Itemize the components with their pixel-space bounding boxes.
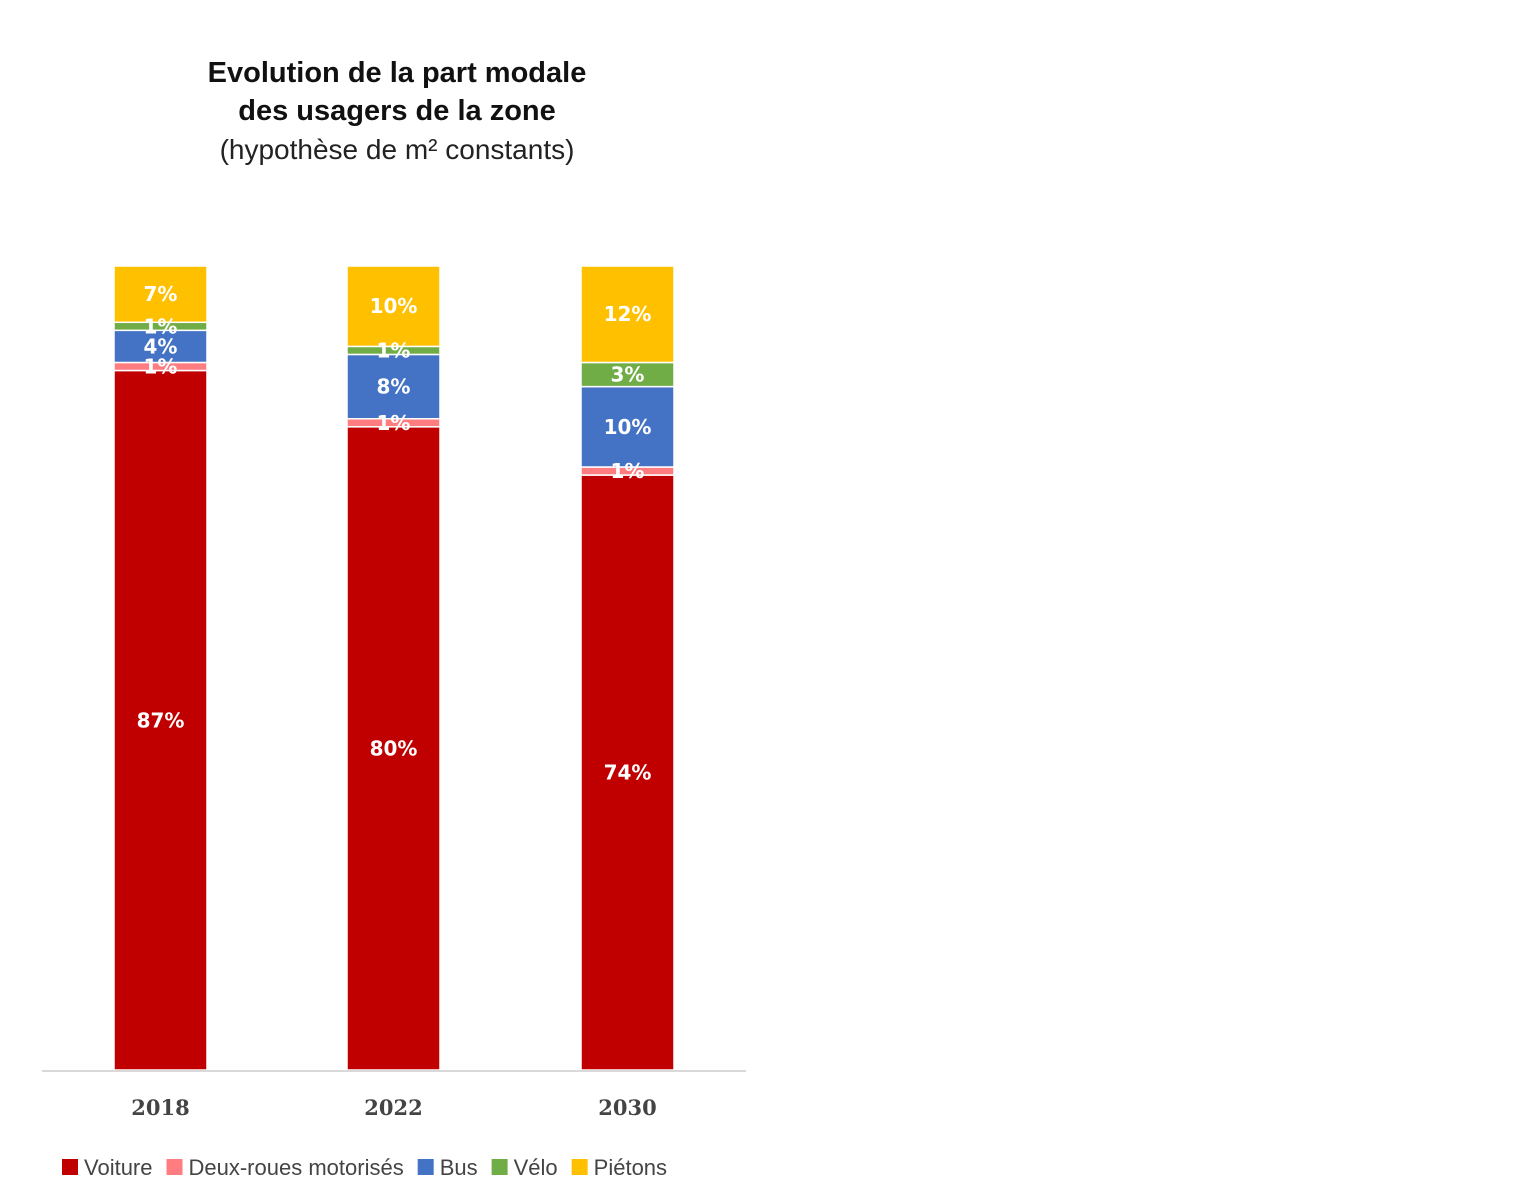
data-label-2022-velo: 1% [377, 338, 411, 362]
x-tick-label-2018: 2018 [131, 1095, 189, 1120]
data-labels-layer: 87%1%4%1%7%80%1%8%1%10%74%1%10%3%12% [137, 282, 652, 784]
data-label-2022-deux-roues-motorises: 1% [377, 411, 411, 435]
x-tick-labels: 2018 2022 2030 [131, 1095, 656, 1120]
chart-subtitle: (hypothèse de m² constants) [219, 134, 575, 165]
data-label-2022-voiture: 80% [370, 736, 418, 760]
bar-2030-velo [580, 361, 675, 388]
bar-2022-bus [346, 353, 441, 420]
data-label-2018-velo: 1% [144, 314, 178, 338]
bar-2030-bus [580, 385, 675, 468]
data-label-2030-velo: 3% [611, 363, 645, 387]
data-label-2018-voiture: 87% [137, 708, 185, 732]
data-label-2030-deux-roues-motorises: 1% [611, 459, 645, 483]
data-label-2030-bus: 10% [604, 415, 652, 439]
legend: Voiture Deux-roues motorisés Bus Vélo Piéton… [62, 1155, 667, 1180]
legend-swatch-voiture [62, 1159, 78, 1175]
bar-2030-voiture [580, 474, 675, 1071]
chart-title-line-2: des usagers de la zone [238, 95, 556, 127]
bar-2022-voiture [346, 426, 441, 1071]
legend-swatch-deux-roues-motorises [166, 1159, 183, 1175]
legend-swatch-bus [417, 1159, 434, 1175]
legend-label-voiture: Voiture [84, 1155, 153, 1180]
x-tick-label-2022: 2022 [364, 1095, 422, 1120]
legend-label-bus: Bus [440, 1155, 478, 1180]
legend-label-deux-roues-motorises: Deux-roues motorisés [189, 1155, 404, 1180]
bar-2018-voiture [113, 369, 208, 1071]
legend-swatch-velo [491, 1159, 508, 1175]
bar-2022-pietons [346, 265, 441, 348]
data-label-2018-pietons: 7% [144, 282, 178, 306]
legend-swatch-pietons [571, 1159, 588, 1175]
data-label-2022-bus: 8% [377, 375, 411, 399]
bar-2018-bus [113, 329, 208, 364]
data-label-2022-pietons: 10% [370, 294, 418, 318]
legend-label-pietons: Piétons [594, 1155, 667, 1180]
data-label-2018-bus: 4% [144, 334, 178, 358]
data-label-2018-deux-roues-motorises: 1% [144, 355, 178, 379]
data-label-2030-voiture: 74% [604, 761, 652, 785]
bar-2030-pietons [580, 265, 675, 364]
data-label-2030-pietons: 12% [604, 302, 652, 326]
chart-title: Evolution de la part modale des usagers … [92, 54, 702, 170]
x-tick-label-2030: 2030 [598, 1095, 656, 1120]
chart-title-line-1: Evolution de la part modale [207, 57, 587, 89]
legend-label-velo: Vélo [514, 1155, 558, 1180]
bar-2018-pietons [113, 265, 208, 324]
bars-layer [113, 265, 675, 1071]
